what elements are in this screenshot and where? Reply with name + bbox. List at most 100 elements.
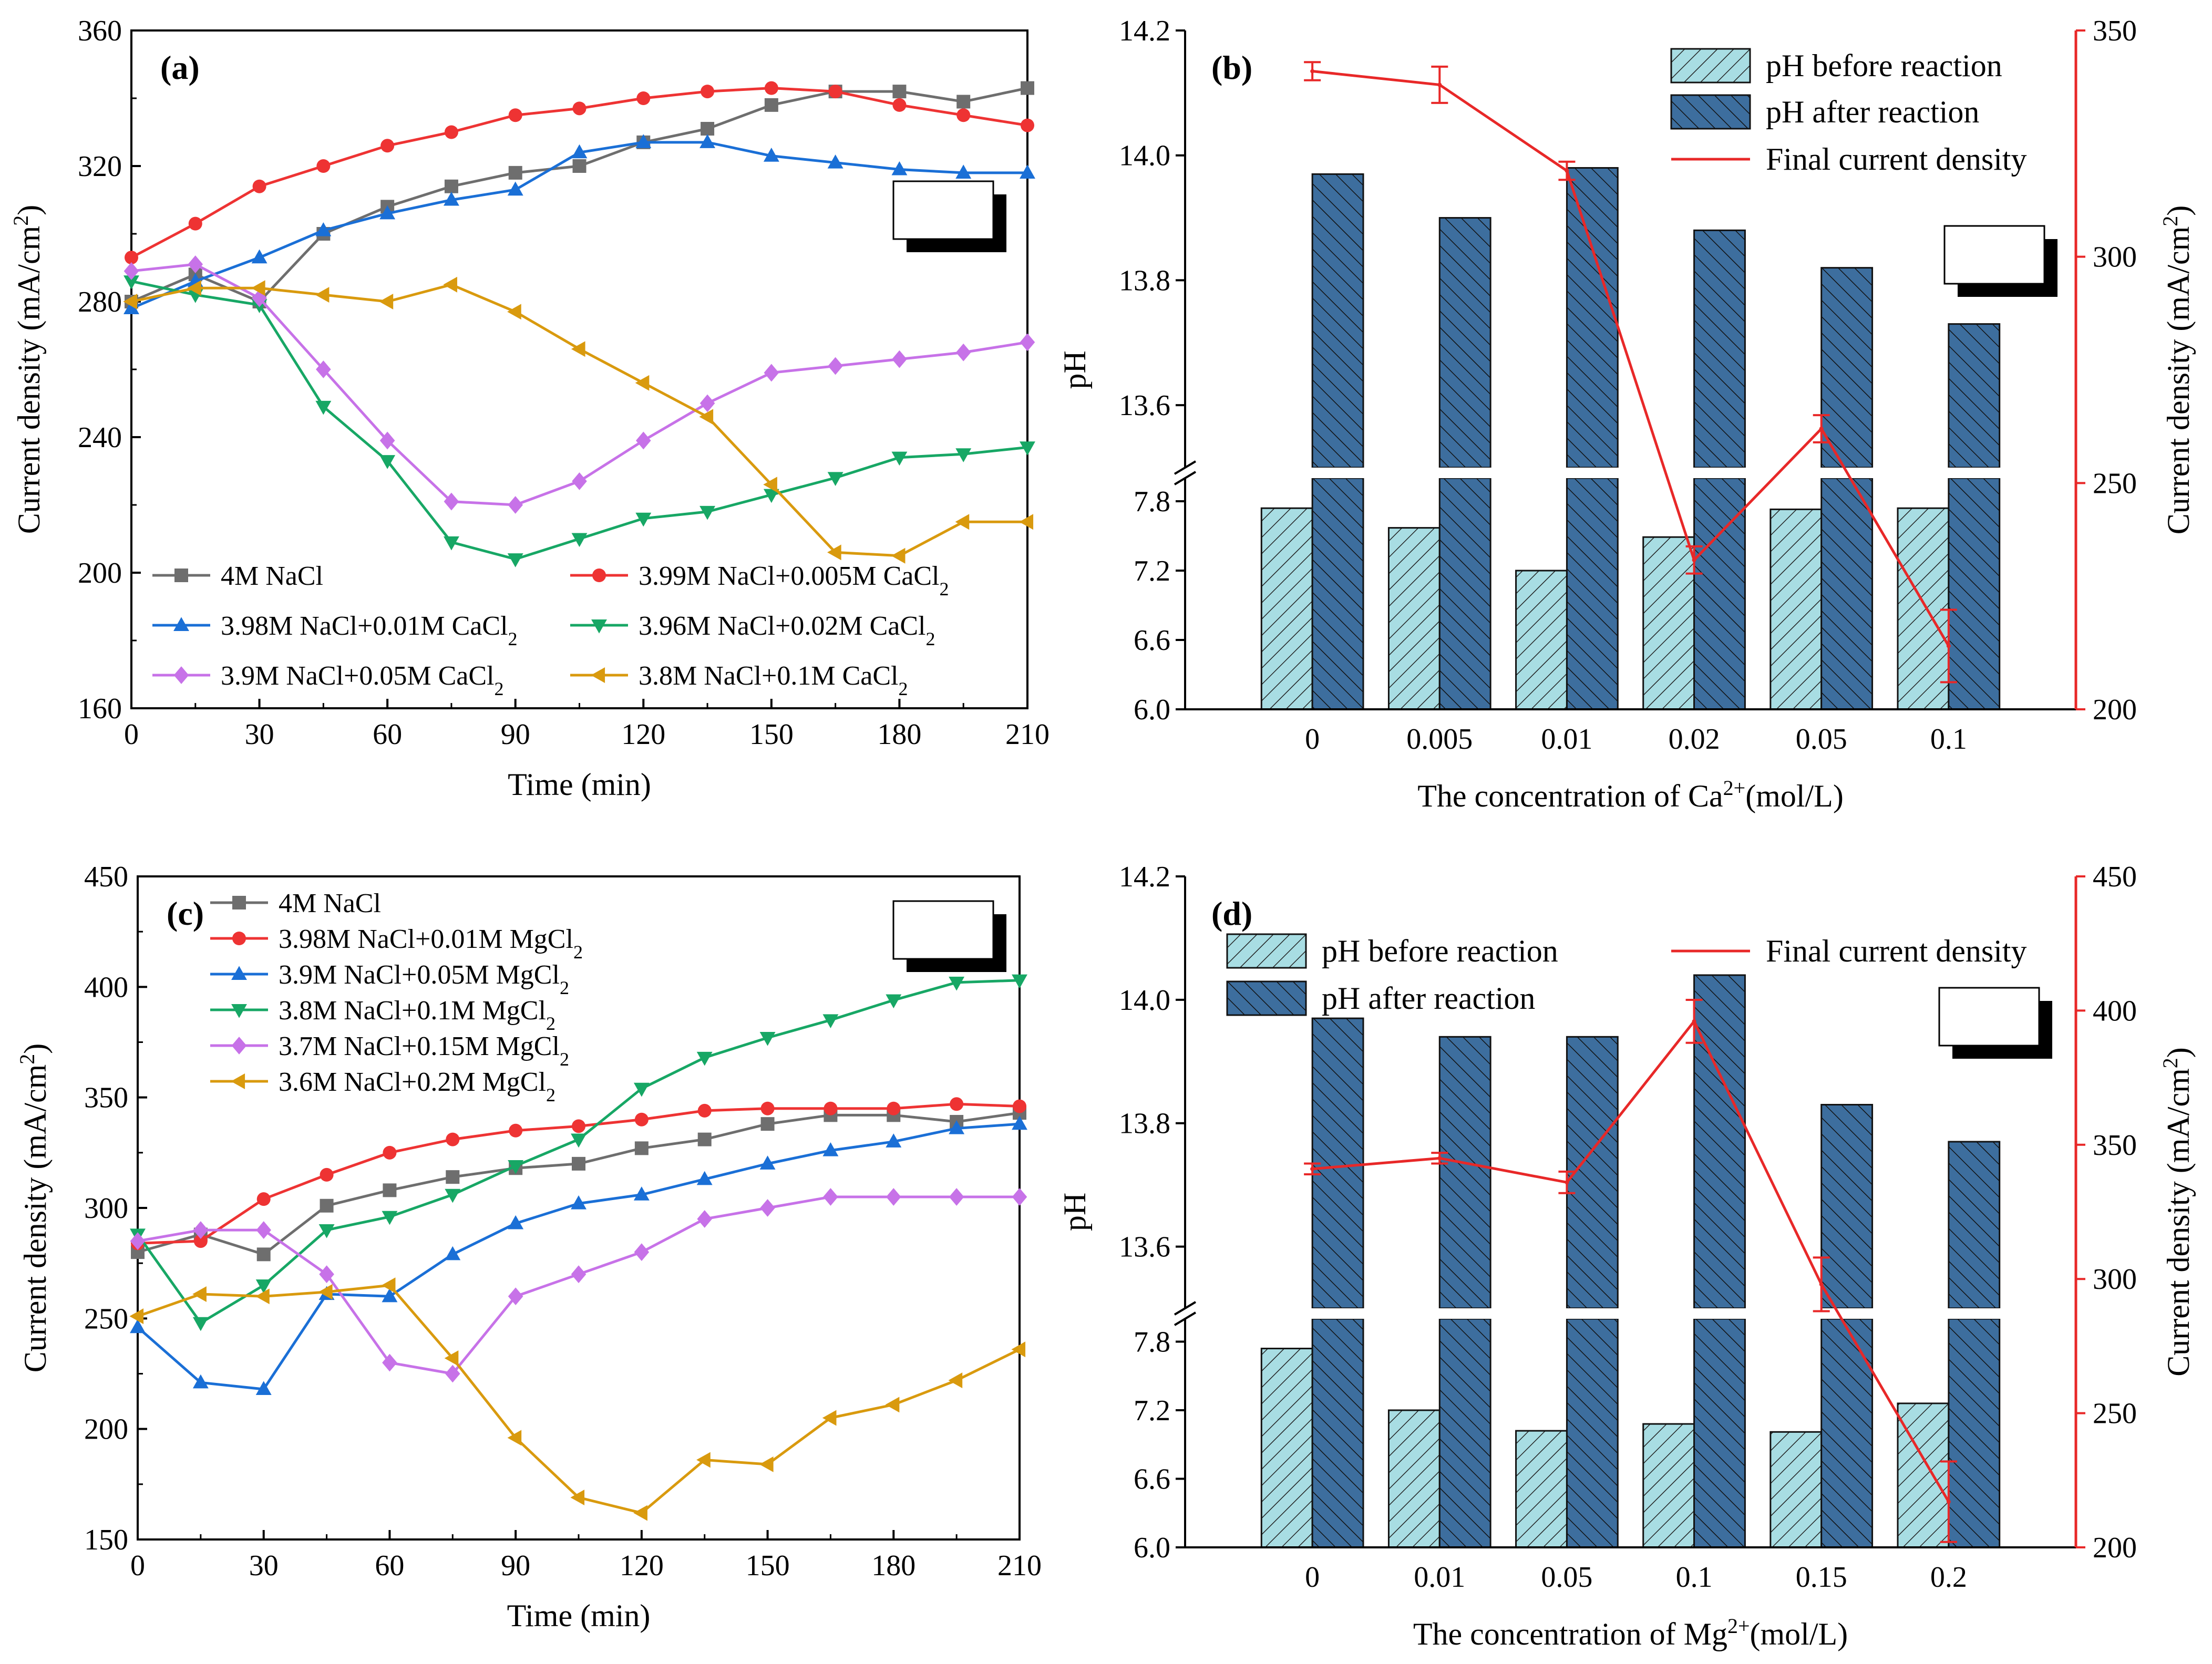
- x-axis-label-sup: 2+: [1727, 1614, 1750, 1638]
- data-point: [1021, 81, 1034, 95]
- data-point: [948, 1372, 963, 1389]
- legend-entry: 4M NaCl: [279, 888, 381, 918]
- bar-lower-part: [1566, 1318, 1619, 1548]
- data-point: [192, 1374, 209, 1389]
- x-tick-label: 30: [249, 1549, 279, 1582]
- legend-entry: Final current density: [1766, 934, 2027, 968]
- data-point: [255, 1381, 272, 1395]
- panel-label: (b): [1211, 49, 1252, 86]
- bar-lower-part: [1693, 1318, 1746, 1548]
- x-tick-label: 0.01: [1414, 1561, 1465, 1594]
- data-point: [760, 1199, 775, 1217]
- series-3: [124, 275, 1035, 567]
- legend-marker: [173, 617, 189, 632]
- bar-lower-part: [1693, 477, 1746, 710]
- data-point: [443, 191, 459, 206]
- legend-entry: 3.96M NaCl+0.02M CaCl2: [639, 611, 935, 649]
- legend-entry-main: 3.9M NaCl+0.05M CaCl: [221, 661, 494, 691]
- legend-entry-main: 4M NaCl: [221, 561, 323, 591]
- series-1: [131, 1097, 1026, 1250]
- data-point: [256, 1221, 272, 1239]
- ion-badge-box: [892, 180, 994, 240]
- legend-entry: pH after reaction: [1322, 981, 1535, 1016]
- data-point: [193, 1234, 208, 1248]
- data-point: [571, 533, 588, 547]
- data-point: [956, 108, 971, 122]
- data-point: [696, 1452, 711, 1468]
- ion-badge: [1938, 987, 2052, 1059]
- panel-label: (a): [160, 49, 200, 86]
- data-point: [188, 255, 203, 273]
- legend-entry-sub: 2: [898, 678, 908, 699]
- y-right-tick-label: 450: [2093, 861, 2137, 893]
- x-axis-label-sup: 2+: [1723, 776, 1746, 800]
- data-point: [891, 161, 908, 175]
- x-axis-label: The concentration of Mg2+(mol/L): [1413, 1614, 1848, 1652]
- data-point: [759, 1456, 774, 1472]
- data-point: [1565, 169, 1569, 173]
- ion-badge-box: [1943, 225, 2045, 285]
- data-point: [1011, 1341, 1026, 1358]
- legend-marker: [174, 569, 188, 582]
- data-point: [444, 125, 458, 139]
- y-right-axis-label-main: Current density (mA/cm: [2161, 226, 2196, 535]
- y-tick-label: 200: [78, 557, 122, 590]
- data-point: [950, 1097, 964, 1111]
- data-point: [130, 1319, 146, 1334]
- data-point: [570, 1490, 585, 1506]
- data-point: [383, 1183, 397, 1197]
- data-point: [508, 1160, 524, 1174]
- bar: [1769, 1431, 1823, 1548]
- data-point: [507, 181, 523, 196]
- data-point: [444, 179, 458, 193]
- panel-label: (d): [1211, 895, 1252, 932]
- y-tick-label: 7.2: [1134, 1394, 1170, 1427]
- data-point: [1012, 974, 1027, 989]
- x-tick-label: 0.005: [1406, 723, 1473, 756]
- axis-break-mark: [1174, 1311, 1197, 1326]
- data-point: [828, 357, 843, 375]
- data-point: [320, 1167, 334, 1182]
- data-point: [822, 1014, 839, 1029]
- bar-series-0: [1260, 1348, 1950, 1548]
- data-point: [1020, 441, 1035, 456]
- data-point: [383, 1145, 397, 1160]
- data-point: [1020, 333, 1035, 352]
- data-point: [1012, 1115, 1027, 1130]
- y-tick-label: 360: [78, 15, 122, 47]
- bar-series-0: [1260, 507, 1950, 710]
- x-axis-label-end: (mol/L): [1745, 779, 1844, 813]
- data-point: [130, 1232, 146, 1250]
- x-tick-label: 0: [124, 718, 139, 751]
- bar: [1260, 1348, 1313, 1548]
- bar: [1566, 167, 1619, 469]
- y-axis-label: Current density (mA/cm2): [9, 205, 47, 534]
- data-point: [697, 1210, 713, 1228]
- data-point: [1946, 644, 1951, 648]
- data-point: [949, 1188, 964, 1206]
- legend-entry: 3.7M NaCl+0.15M MgCl2: [279, 1031, 569, 1070]
- data-point: [633, 1186, 650, 1201]
- data-point: [634, 1243, 650, 1262]
- data-point: [885, 1397, 900, 1413]
- data-point: [696, 1051, 713, 1066]
- data-point: [635, 431, 651, 450]
- legend-entry-main: 3.6M NaCl+0.2M MgCl: [279, 1067, 546, 1097]
- legend-entry-sub: 2: [560, 1049, 569, 1070]
- data-point: [635, 134, 652, 148]
- series-5: [129, 1277, 1026, 1521]
- legend-entry-main: 3.9M NaCl+0.05M MgCl: [279, 960, 560, 990]
- x-tick-label: 210: [1005, 718, 1050, 751]
- x-tick-label: 0.15: [1796, 1561, 1847, 1594]
- legend-entry: pH before reaction: [1766, 48, 2002, 83]
- x-tick-label: 0.01: [1541, 723, 1592, 756]
- legend-entry-main: 3.98M NaCl+0.01M MgCl: [279, 924, 573, 954]
- legend-entry: 3.98M NaCl+0.01M CaCl2: [221, 611, 517, 649]
- data-point: [828, 85, 842, 99]
- legend: pH before reaction pH after reaction Final…: [1226, 933, 2027, 1016]
- bar-lower-part: [1820, 1318, 1874, 1548]
- data-point: [124, 300, 139, 314]
- ion-badge: [1943, 225, 2057, 297]
- y-tick-label: 350: [84, 1082, 128, 1114]
